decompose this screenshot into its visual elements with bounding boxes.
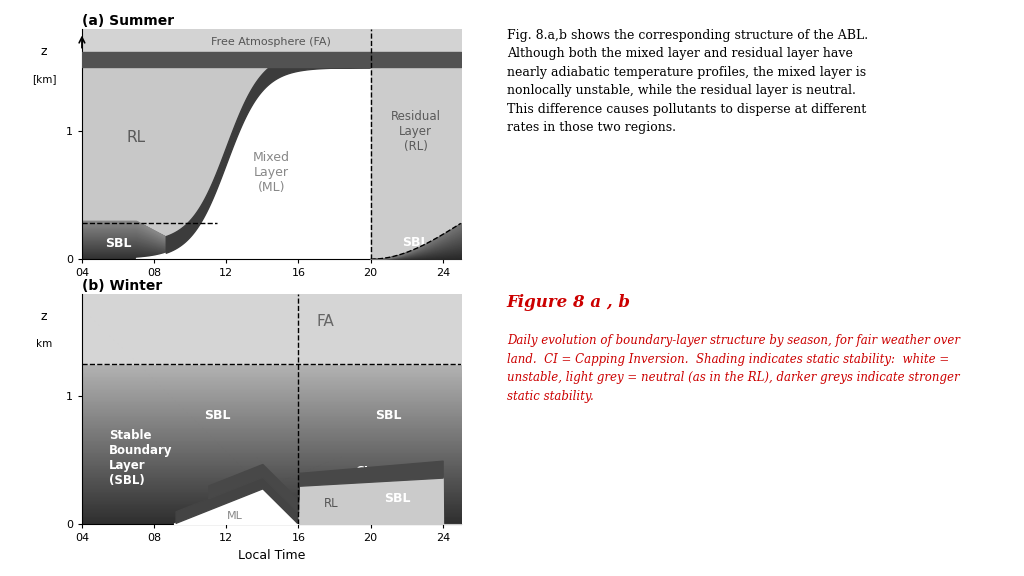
Text: (b) Winter: (b) Winter	[82, 279, 162, 293]
Text: FA: FA	[316, 314, 335, 329]
Text: Daily evolution of boundary-layer structure by season, for fair weather over
lan: Daily evolution of boundary-layer struct…	[507, 334, 959, 403]
Text: RL: RL	[324, 497, 338, 510]
Text: Stable
Boundary
Layer
(SBL): Stable Boundary Layer (SBL)	[109, 429, 172, 487]
Text: [km]: [km]	[32, 74, 56, 85]
Text: Residual
Layer
(RL): Residual Layer (RL)	[391, 109, 440, 153]
Text: z: z	[41, 46, 47, 58]
Text: Figure 8 a , b: Figure 8 a , b	[507, 294, 631, 311]
Text: z: z	[41, 310, 47, 323]
Text: Free Atmosphere (FA): Free Atmosphere (FA)	[211, 37, 332, 47]
Text: Mixed
Layer
(ML): Mixed Layer (ML)	[253, 151, 290, 194]
Text: km: km	[36, 339, 52, 350]
X-axis label: Local Time: Local Time	[238, 549, 305, 562]
Text: SBL: SBL	[384, 492, 411, 505]
Text: CI: CI	[355, 465, 369, 478]
Text: Fig. 8.a,b shows the corresponding structure of the ABL.
Although both the mixed: Fig. 8.a,b shows the corresponding struc…	[507, 29, 868, 134]
Text: (a) Summer: (a) Summer	[82, 14, 174, 28]
Text: EZ: EZ	[231, 494, 250, 509]
Text: CI: CI	[391, 53, 404, 66]
Text: SBL: SBL	[104, 237, 131, 251]
Text: RL: RL	[127, 130, 145, 145]
Text: SBL: SBL	[402, 236, 429, 249]
Text: Entr. Zone (EZ): Entr. Zone (EZ)	[212, 55, 305, 65]
Text: Cap. Inversion: Cap. Inversion	[97, 55, 182, 65]
Text: SBL: SBL	[204, 409, 230, 422]
Text: ML: ML	[227, 511, 244, 521]
Text: SBL: SBL	[376, 409, 401, 422]
